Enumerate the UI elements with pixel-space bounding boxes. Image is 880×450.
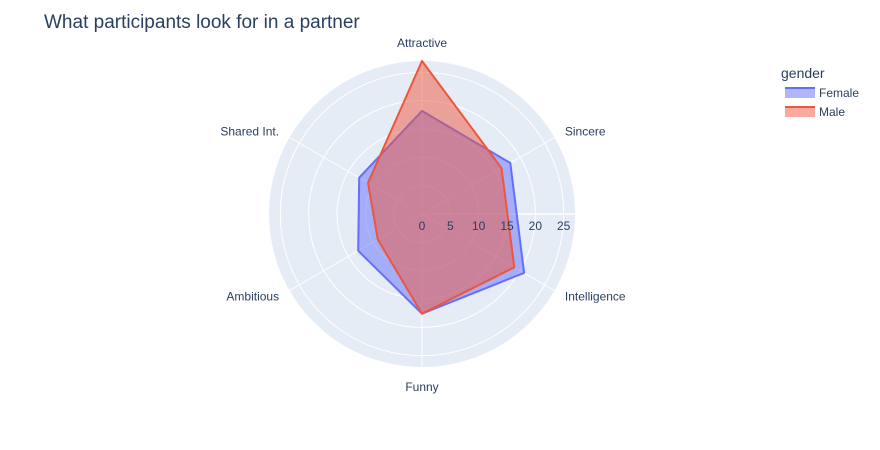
legend-item-male[interactable]: Male <box>819 105 845 119</box>
category-label: Intelligence <box>565 290 626 304</box>
category-label: Shared Int. <box>220 125 279 139</box>
series-male-area[interactable] <box>367 60 516 315</box>
legend-title: gender <box>781 65 825 81</box>
radial-tick-label: 20 <box>529 219 543 233</box>
radial-tick-labels: 0 5 10 15 20 25 <box>419 219 571 233</box>
legend-swatch[interactable] <box>785 88 815 98</box>
category-label: Ambitious <box>226 290 279 304</box>
radial-tick-label: 10 <box>472 219 486 233</box>
chart-title: What participants look for in a partner <box>44 12 360 33</box>
radial-tick-label: 5 <box>447 219 454 233</box>
legend[interactable]: gender Female Male <box>781 65 859 119</box>
radial-tick-label: 25 <box>557 219 571 233</box>
series-traces <box>357 60 526 315</box>
radial-tick-label: 0 <box>419 219 426 233</box>
radial-tick-label: 15 <box>500 219 514 233</box>
category-label: Sincere <box>565 125 606 139</box>
legend-swatch[interactable] <box>785 107 815 117</box>
category-label: Attractive <box>397 36 447 50</box>
category-labels: Attractive Sincere Intelligence Funny Ambiti… <box>220 36 626 394</box>
legend-item-female[interactable]: Female <box>819 86 859 100</box>
category-label: Funny <box>405 380 438 394</box>
